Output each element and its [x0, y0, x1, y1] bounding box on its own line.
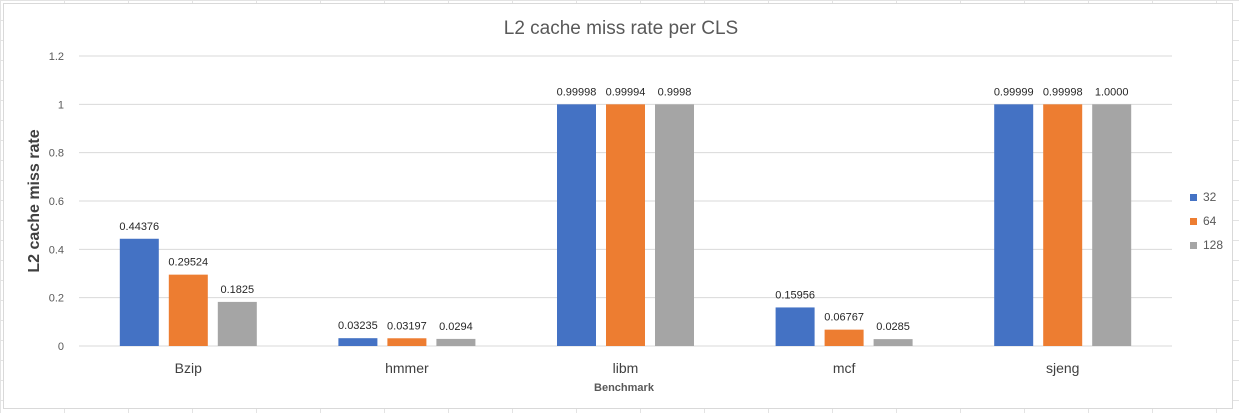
y-tick-label: 0.8 [49, 148, 64, 160]
data-label: 0.0285 [876, 321, 910, 333]
data-label: 0.1825 [220, 284, 254, 296]
bar-128-libm[interactable] [655, 104, 694, 346]
data-label: 0.99994 [606, 86, 646, 98]
bar-64-mcf[interactable] [824, 329, 864, 346]
data-label: 1.0000 [1095, 86, 1129, 98]
data-label: 0.44376 [119, 221, 159, 233]
data-labels: 0.44376 0.29524 0.1825 0.03235 0.03197 0.0294… [119, 86, 1128, 333]
category-label: hmmer [385, 360, 429, 376]
bar-32-hmmer[interactable] [338, 338, 378, 346]
chart-title: L2 cache miss rate per CLS [504, 18, 738, 39]
data-label: 0.99998 [557, 86, 597, 98]
category-labels: Bzip hmmer libm mcf sjeng [175, 360, 1080, 376]
category-label: sjeng [1046, 360, 1079, 376]
y-tick-label: 1 [58, 99, 64, 111]
y-tick-label: 0 [58, 341, 64, 353]
bar-64-hmmer[interactable] [387, 338, 427, 346]
data-label: 0.03235 [338, 320, 378, 332]
data-label: 0.06767 [824, 312, 864, 324]
bar-32-mcf[interactable] [775, 307, 815, 346]
y-axis-ticks: 0 0.2 0.4 0.6 0.8 1 1.2 [49, 51, 64, 353]
bar-32-sjeng[interactable] [994, 104, 1034, 346]
y-tick-label: 0.4 [49, 244, 64, 256]
category-label: mcf [833, 360, 856, 376]
data-label: 0.29524 [168, 257, 208, 269]
data-label: 0.0294 [439, 321, 473, 333]
y-tick-label: 0.6 [49, 196, 64, 208]
legend-swatch [1190, 242, 1197, 249]
legend-label: 128 [1203, 238, 1223, 252]
bar-128-hmmer[interactable] [436, 338, 476, 346]
bar-128-bzip[interactable] [217, 301, 257, 346]
bar-32-libm[interactable] [557, 104, 596, 346]
data-label: 0.99998 [1043, 86, 1083, 98]
bar-64-libm[interactable] [606, 104, 645, 346]
data-label: 0.99999 [994, 86, 1034, 98]
bar-64-bzip[interactable] [168, 274, 208, 346]
bar-32-bzip[interactable] [119, 238, 159, 346]
legend: 32 64 128 [1190, 190, 1223, 252]
bar-128-mcf[interactable] [873, 339, 913, 346]
category-label: libm [613, 360, 639, 376]
legend-label: 64 [1203, 214, 1217, 228]
category-label: Bzip [175, 360, 202, 376]
y-tick-label: 1.2 [49, 51, 64, 63]
data-label: 0.15956 [775, 289, 815, 301]
legend-label: 32 [1203, 190, 1217, 204]
legend-swatch [1190, 194, 1197, 201]
x-axis-title: Benchmark [594, 382, 655, 394]
y-tick-label: 0.2 [49, 293, 64, 305]
legend-swatch [1190, 218, 1197, 225]
y-axis-title: L2 cache miss rate [26, 129, 43, 272]
bars [119, 104, 1132, 346]
bar-128-sjeng[interactable] [1092, 104, 1132, 346]
bar-64-sjeng[interactable] [1043, 104, 1083, 346]
data-label: 0.9998 [658, 86, 692, 98]
data-label: 0.03197 [387, 320, 427, 332]
